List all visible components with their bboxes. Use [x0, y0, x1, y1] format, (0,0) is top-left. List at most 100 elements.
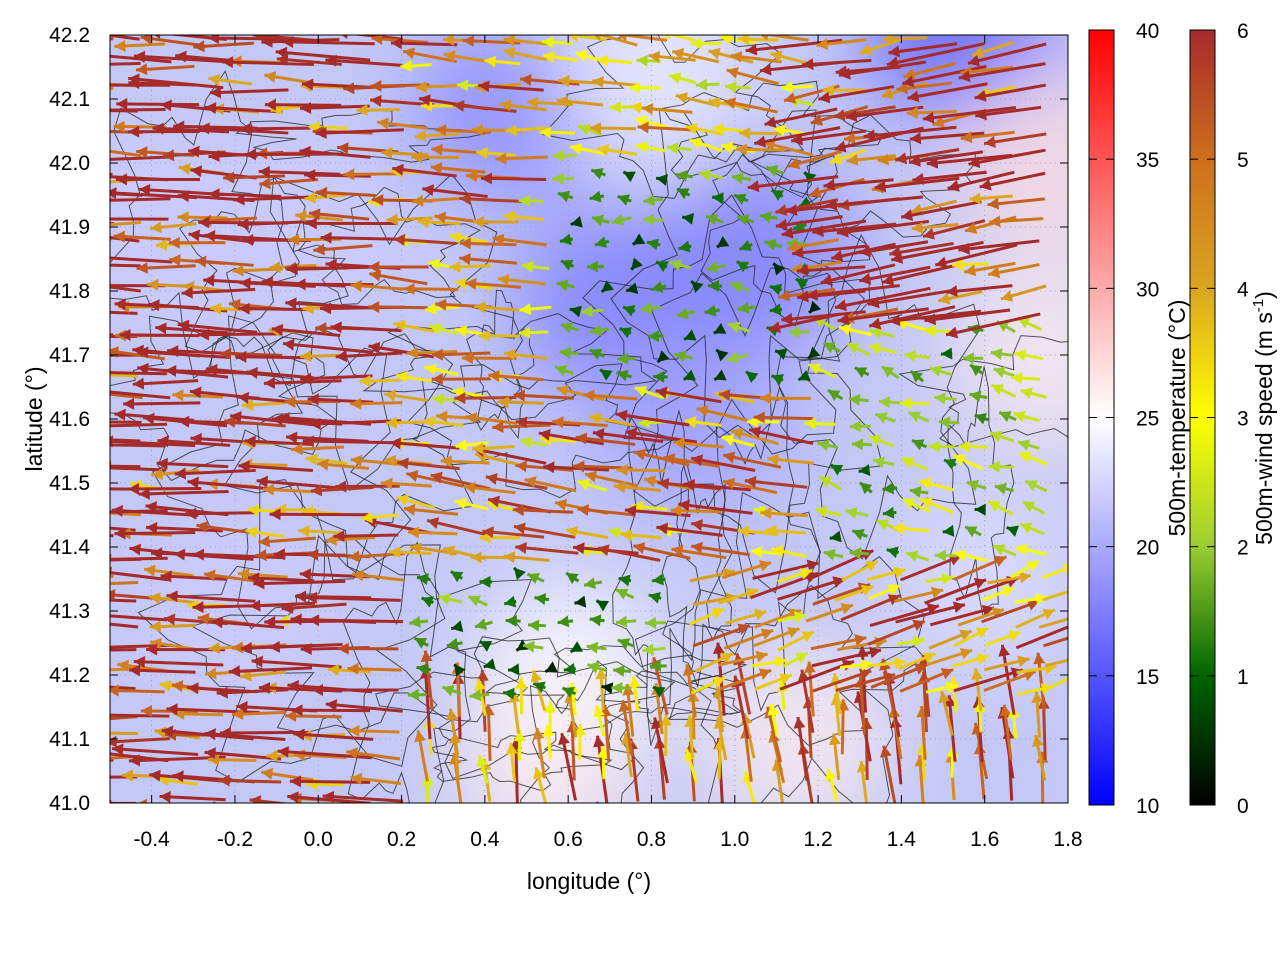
y-tick-label: 41.1: [49, 728, 90, 751]
wind-arrow-shaft: [69, 63, 141, 65]
wind-arrow-head: [48, 457, 59, 469]
x-tick-label: -0.2: [217, 828, 253, 851]
wind-arrow-shaft: [94, 199, 170, 201]
x-tick-label: 1.8: [1053, 828, 1082, 851]
wind-arrow-head: [86, 385, 98, 397]
wind-arrow-shaft: [303, 441, 402, 443]
wind-arrow-shaft: [58, 198, 113, 199]
temperature-colorbar-title: 500m-temperature (°C): [1164, 300, 1190, 537]
y-tick-label: 41.8: [49, 280, 90, 303]
wind-arrow-head: [69, 433, 80, 445]
wind-arrow-head: [94, 154, 105, 166]
wind-arrow-head: [22, 655, 33, 667]
wind-arrow-shaft: [93, 733, 138, 734]
colorbar-tick-label: 15: [1136, 666, 1159, 689]
wind-arrow-head: [1070, 585, 1082, 596]
x-axis-title: longitude (°): [527, 868, 651, 894]
wind-arrow-shaft: [60, 569, 114, 577]
wind-arrow-head: [96, 369, 107, 381]
wind-arrow-head: [76, 366, 87, 378]
wind-arrow-head: [69, 59, 80, 71]
wind-arrow-shaft: [116, 104, 199, 105]
wind-arrow-shaft: [321, 238, 401, 240]
wind-arrow-head: [93, 727, 104, 739]
wind-arrow-shaft: [35, 693, 109, 695]
wind-arrow-shaft: [43, 335, 114, 337]
wind-arrow-head: [18, 592, 29, 604]
colorbar-tick-label: 5: [1237, 149, 1249, 172]
wind-arrow-head: [43, 330, 54, 342]
wind-arrow-shaft: [76, 372, 167, 374]
colorbar-tick-label: 35: [1136, 149, 1159, 172]
wind-arrow-shaft: [119, 335, 199, 336]
x-tick-label: 1.6: [970, 828, 999, 851]
wind-arrow-head: [33, 796, 44, 808]
wind-arrow-shaft: [49, 650, 136, 651]
y-tick-label: 41.5: [49, 472, 90, 495]
wind-arrow-head: [59, 374, 70, 386]
wind-arrow-head: [77, 438, 88, 450]
x-tick-label: 1.4: [887, 828, 917, 851]
wind-arrow-head: [80, 48, 92, 60]
wind-arrow-shaft: [10, 56, 109, 63]
wind-arrow-head: [35, 687, 46, 699]
wind-arrow-head: [46, 185, 57, 197]
wind-arrow-shaft: [96, 374, 138, 376]
wind-arrow-head: [14, 477, 25, 489]
wind-arrow-shaft: [265, 105, 341, 106]
y-tick-label: 41.9: [49, 216, 90, 239]
wind-arrow-head: [1067, 672, 1080, 683]
wind-arrow-head: [85, 753, 96, 765]
x-tick-label: 1.0: [720, 828, 749, 851]
wind-arrow-head: [59, 714, 70, 726]
wind-speed-colorbar: 0123456 500m-wind speed (m s-1): [1190, 20, 1277, 818]
wind-arrow-shaft: [38, 127, 108, 129]
wind-arrow-shaft: [59, 717, 112, 721]
y-tick-label: 42.0: [49, 152, 90, 175]
colorbar-tick-label: 6: [1237, 20, 1249, 43]
wind-arrow-head: [95, 420, 106, 432]
colorbar-tick-label: 4: [1237, 278, 1249, 301]
colorbar-tick-label: 40: [1136, 20, 1159, 43]
y-tick-label: 41.2: [49, 664, 90, 687]
wind-arrow-head: [56, 390, 67, 402]
wind-arrow-shaft: [71, 642, 110, 649]
wind-arrow-head: [38, 252, 50, 264]
wind-arrow-head: [58, 193, 69, 205]
wind-arrow-head: [32, 770, 43, 782]
wind-arrow-head: [90, 507, 101, 519]
wind-arrow-shaft: [34, 755, 113, 760]
wind-arrow-shaft: [198, 334, 282, 335]
wind-arrow-shaft: [59, 379, 109, 380]
wind-arrow-head: [96, 462, 107, 474]
wind-arrow-head: [56, 258, 67, 270]
y-tick-label: 42.2: [49, 24, 90, 47]
wind-arrow-head: [60, 331, 71, 343]
wind-arrow-head: [71, 638, 83, 650]
y-tick-label: 41.4: [49, 536, 90, 559]
x-tick-label: 0.6: [554, 828, 583, 851]
wind-speed-colorbar-title-main: 500m-wind speed (m s: [1251, 312, 1277, 545]
wind-arrow-head: [34, 750, 45, 762]
wind-arrow-head: [95, 176, 106, 188]
y-axis-title: latitude (°): [21, 366, 47, 471]
wind-arrow-head: [33, 548, 44, 560]
wind-arrow-head: [1072, 619, 1084, 630]
wind-arrow-shaft: [56, 264, 141, 266]
wind-arrow-shaft: [136, 804, 195, 806]
x-tick-label: 0.4: [470, 828, 500, 851]
colorbar-tick-label: 20: [1136, 537, 1159, 560]
x-tick-label: 1.2: [803, 828, 832, 851]
wind-speed-colorbar-title: 500m-wind speed (m s-1): [1250, 291, 1277, 545]
temperature-colorbar: 10 15 20 25 30 35 40 500m-temperature (°C): [1089, 20, 1190, 818]
wind-arrow-shaft: [56, 396, 107, 398]
wind-arrow-head: [88, 642, 99, 654]
wind-arrow-head: [77, 251, 88, 263]
colorbar-tick-label: 0: [1237, 795, 1249, 818]
wind-arrow-shaft: [95, 424, 167, 426]
wind-arrow-head: [61, 771, 72, 783]
wind-arrow-head: [38, 121, 49, 133]
wind-arrow-shaft: [123, 403, 200, 404]
wind-arrow-head: [76, 714, 87, 726]
